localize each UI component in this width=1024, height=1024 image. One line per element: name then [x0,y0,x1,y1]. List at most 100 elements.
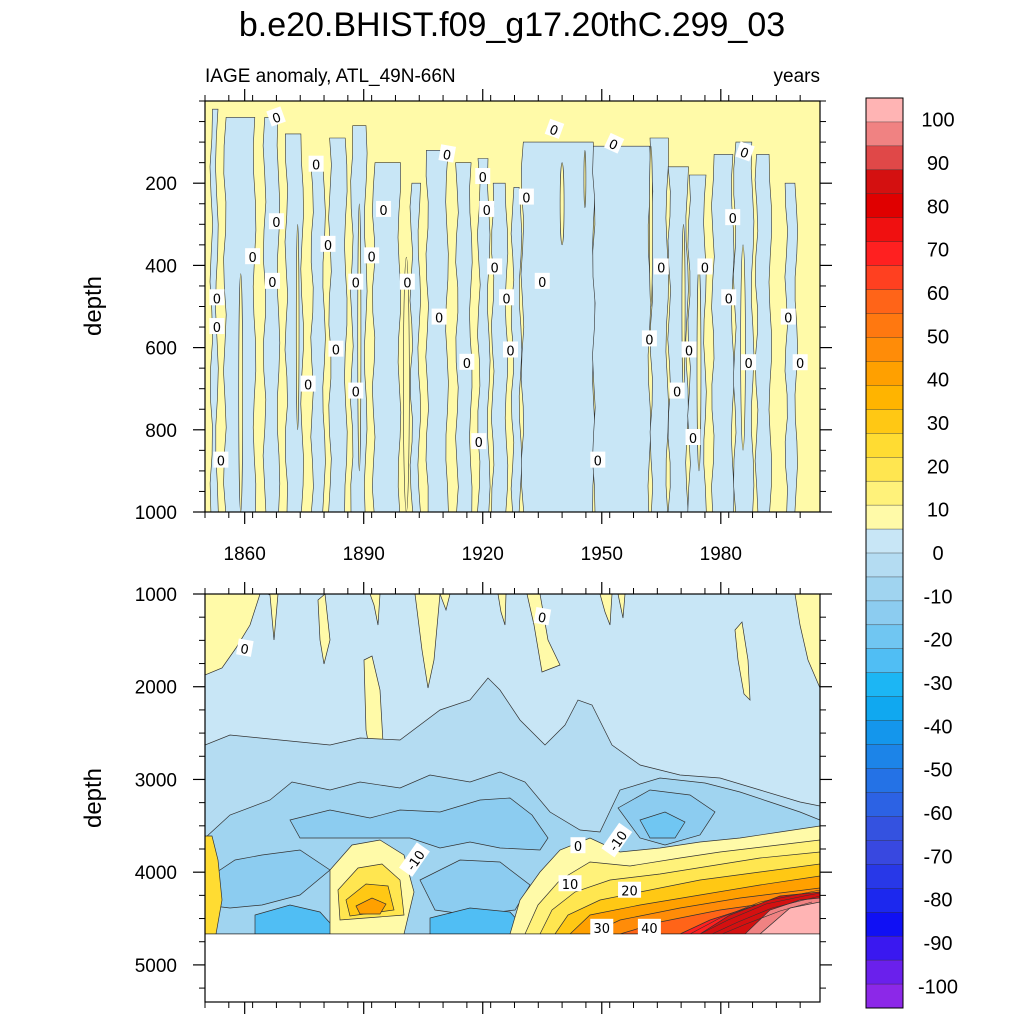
contour-label-text: 0 [657,261,665,276]
ytick-label: 1000 [135,585,177,606]
contour-label: 0 [471,433,487,451]
contour-label: 0 [518,188,534,207]
contour-label: 0 [459,353,475,372]
chart-subtitle-right: years [774,66,820,87]
contour-label: 0 [266,106,286,127]
contour-label-box [245,248,261,265]
contour-label: 40 [637,918,661,937]
negative-band [209,108,219,512]
contour-label-box [499,289,515,306]
positive-pocket [649,145,653,307]
positive-pocket [681,224,686,389]
contour-label-box [518,188,534,205]
negative-band [667,166,689,512]
contour-label-box [618,881,642,898]
contour-label-text: 0 [403,277,411,292]
contour-label: 0 [438,144,456,164]
colorbar-label: 60 [927,283,949,305]
contour-label-text: 0 [479,171,487,186]
contour-label-text: 0 [673,386,681,401]
colorbar-box [865,433,904,458]
contour-label-text: 0 [268,276,276,291]
contour-label: 0 [213,451,229,470]
colorbar-box [865,552,904,578]
contour-label-box [601,822,633,858]
colorbar-box [865,720,904,746]
bottom-positive-left [205,835,223,935]
colorbar-box [865,935,904,961]
ytick-label: 200 [145,174,177,195]
contour-label-box [637,918,661,935]
negative-band [371,162,402,512]
colorbar-box [865,840,904,865]
contour-label: 30 [590,918,614,937]
contour-label: 0 [209,318,225,336]
colorbar-box [865,217,904,243]
contour-label-text: 0 [537,611,548,627]
contour-label-text: 0 [379,204,387,219]
colorbar-label: 70 [927,240,949,262]
contour-label: 0 [780,308,796,327]
contour-label-box [475,168,491,185]
contour-label-box [328,340,344,357]
xtick-label: 1890 [343,544,385,565]
positive-pocket [740,244,746,451]
contour-label-box [641,330,657,347]
colorbar-label: 80 [927,196,949,218]
colorbar-box [865,624,904,650]
contour-label: 0 [725,209,741,227]
contour-label-text: 0 [594,455,602,470]
colorbar-label: -30 [924,673,953,695]
contour-label: 0 [533,607,552,627]
contour-label: 0 [264,272,280,291]
negative-band [409,182,421,512]
colorbar-box [865,983,904,1009]
contour-label-text: 0 [538,276,546,291]
positive-pocket [295,223,300,431]
contour-label-box [653,258,669,275]
colorbar-label: -60 [924,803,953,825]
contour-label-text: 0 [796,357,804,372]
contour-label-text: 0 [352,386,360,401]
contour-label-text: 0 [689,432,697,447]
contour-label-box [479,200,495,217]
ytick-label: 3000 [135,770,177,791]
contour-label: 0 [669,382,685,401]
contour-label: 0 [792,354,808,372]
contour-label-text: 0 [312,159,320,174]
negative-band [284,133,304,512]
contour-label: 0 [534,272,550,291]
contour-label-box [533,607,552,626]
ytick-label: 4000 [135,863,177,884]
contour-label-text: 0 [685,344,693,359]
top-panel: 1860 1890 1920 1950 1980 200 400 600 800 1000 dep… [80,89,832,565]
contour-label-box [725,209,741,226]
colorbar-label: -40 [924,716,953,738]
contour-label-text: 0 [574,840,582,855]
colorbar-label: -80 [924,890,953,912]
contour-label: 0 [245,248,261,266]
contour-label: 0 [487,258,503,276]
contour-label-text: 0 [368,250,376,265]
positive-pocket [403,256,410,512]
colorbar-box [865,145,904,171]
contour-label-text: 0 [784,312,792,327]
contour-label-box [209,289,225,306]
xtick-label: 1920 [462,544,504,565]
contour-label: 20 [618,881,642,900]
contour-label-text: 0 [304,379,312,394]
contour-label-box [558,875,582,892]
contour-label-box [471,433,487,450]
contour-label-box [438,144,456,163]
colorbar-label: 40 [927,370,949,392]
colorbar-box [865,121,904,147]
contour-label: 0 [503,341,519,359]
contour-label-box [780,308,796,325]
ytick-label: 2000 [135,678,177,699]
xtick-label: 1980 [700,544,742,565]
negative-band [784,182,798,512]
contour-label-text: 0 [725,292,733,307]
colorbar-box [865,959,904,985]
